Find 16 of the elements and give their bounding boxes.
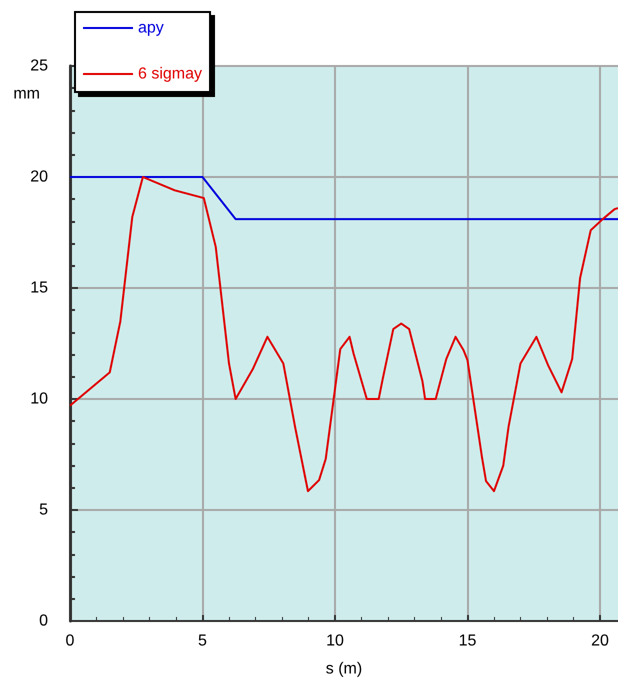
y-tick-label: 5 <box>39 502 48 518</box>
x-tick-label: 0 <box>66 632 75 650</box>
y-tick-label: 25 <box>30 58 48 74</box>
x-axis-title: s (m) <box>326 660 362 678</box>
x-tick-label: 15 <box>458 632 476 650</box>
x-tick-label: 5 <box>198 632 208 650</box>
x-tick-label: 10 <box>326 632 344 650</box>
y-axis-title: mm <box>13 86 40 102</box>
y-tick-label: 10 <box>30 390 48 408</box>
legend-label: apy <box>138 20 164 36</box>
legend-label: 6 sigmay <box>138 66 202 82</box>
line-series <box>69 176 618 492</box>
y-tick-label: 20 <box>30 168 48 186</box>
y-tick-label: 0 <box>39 612 48 630</box>
x-tick-label: 20 <box>591 632 609 650</box>
y-tick-label: 15 <box>30 280 48 296</box>
